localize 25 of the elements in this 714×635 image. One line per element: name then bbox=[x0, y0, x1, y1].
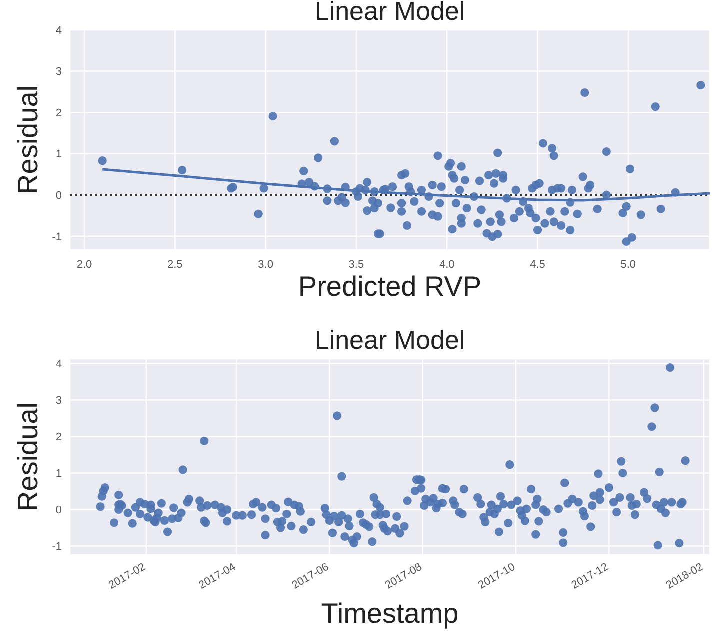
y-tick-label: 1 bbox=[56, 148, 62, 161]
y-tick-label: -1 bbox=[52, 541, 62, 554]
y-tick-label: 0 bbox=[56, 504, 62, 517]
x-tick-label: 5.0 bbox=[620, 259, 636, 271]
y-tick-label: 1 bbox=[56, 468, 62, 480]
y-axis-title: Residual bbox=[12, 86, 44, 194]
y-tick-label: 2 bbox=[56, 432, 62, 444]
chart-title: Linear Model bbox=[314, 0, 466, 26]
x-tick-label: 4.0 bbox=[439, 259, 455, 271]
x-axis-title: Timestamp bbox=[321, 598, 459, 629]
x-tick-label: 4.5 bbox=[530, 259, 546, 271]
x-axis-title: Predicted RVP bbox=[298, 271, 482, 302]
y-axis-title: Residual bbox=[12, 402, 44, 512]
x-tick-label: 3.5 bbox=[348, 259, 364, 271]
y-tick-label: 4 bbox=[56, 358, 62, 371]
x-tick-label: 2.5 bbox=[168, 259, 183, 271]
y-tick-label: 0 bbox=[56, 190, 62, 202]
y-tick-label: 3 bbox=[56, 395, 62, 408]
x-tick-label: 3.0 bbox=[258, 259, 274, 271]
chart-title: Linear Model bbox=[314, 325, 466, 355]
y-tick-label: 3 bbox=[56, 66, 62, 78]
y-tick-label: -1 bbox=[52, 231, 62, 244]
x-tick-label: 2.0 bbox=[76, 259, 92, 271]
y-tick-label: 4 bbox=[56, 24, 62, 37]
y-tick-label: 2 bbox=[56, 107, 62, 120]
